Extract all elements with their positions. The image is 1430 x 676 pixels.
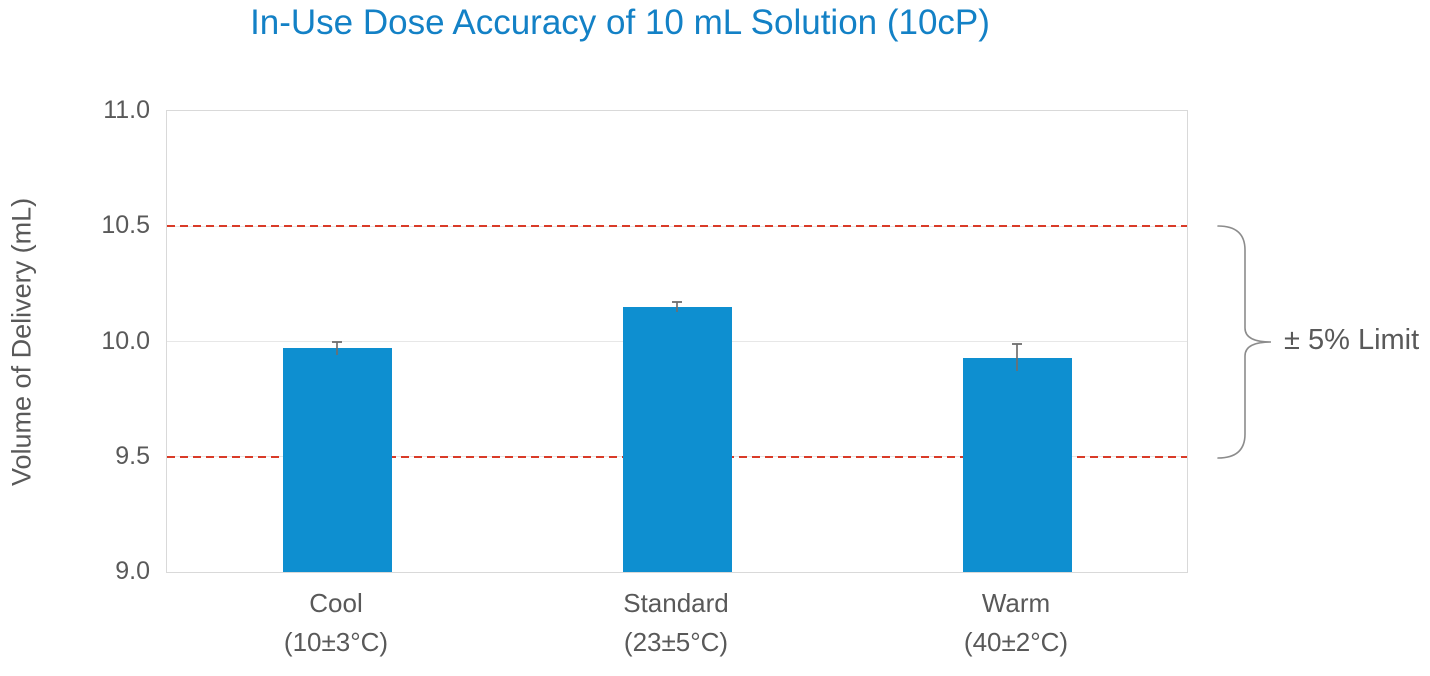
bar-cool (282, 348, 392, 572)
chart-title: In-Use Dose Accuracy of 10 mL Solution (… (250, 3, 990, 42)
y-tick-label: 9.0 (115, 557, 150, 585)
error-bar-cap (1012, 342, 1022, 345)
category-label-cool: Cool (10±3°C) (166, 584, 506, 662)
category-label-standard: Standard (23±5°C) (506, 584, 846, 662)
category-temperature: (23±5°C) (623, 627, 729, 657)
error-bar-cap (332, 340, 342, 343)
limit-annotation: ± 5% Limit (1284, 324, 1420, 356)
y-tick-label: 9.5 (115, 441, 150, 470)
error-bar (676, 302, 678, 312)
y-tick-label: 11.0 (103, 96, 150, 124)
category-temperature: (40±2°C) (963, 627, 1069, 657)
y-axis-title: Volume of Delivery (mL) (6, 197, 37, 486)
y-tick-label: 10.0 (101, 326, 150, 355)
error-bar-cap (672, 301, 682, 304)
y-tick-label: 10.5 (101, 211, 150, 240)
plot-area (166, 110, 1188, 573)
error-bar (1016, 343, 1018, 372)
category-name: Standard (623, 588, 729, 618)
category-temperature: (10±3°C) (283, 627, 389, 657)
category-label-warm: Warm (40±2°C) (846, 584, 1186, 662)
limit-line-upper (167, 225, 1187, 228)
limit-brace (1217, 225, 1272, 459)
bar-warm (962, 357, 1072, 572)
category-name: Cool (309, 588, 363, 618)
error-bar (336, 341, 338, 356)
bar-standard (622, 306, 732, 572)
category-name: Warm (981, 588, 1051, 618)
